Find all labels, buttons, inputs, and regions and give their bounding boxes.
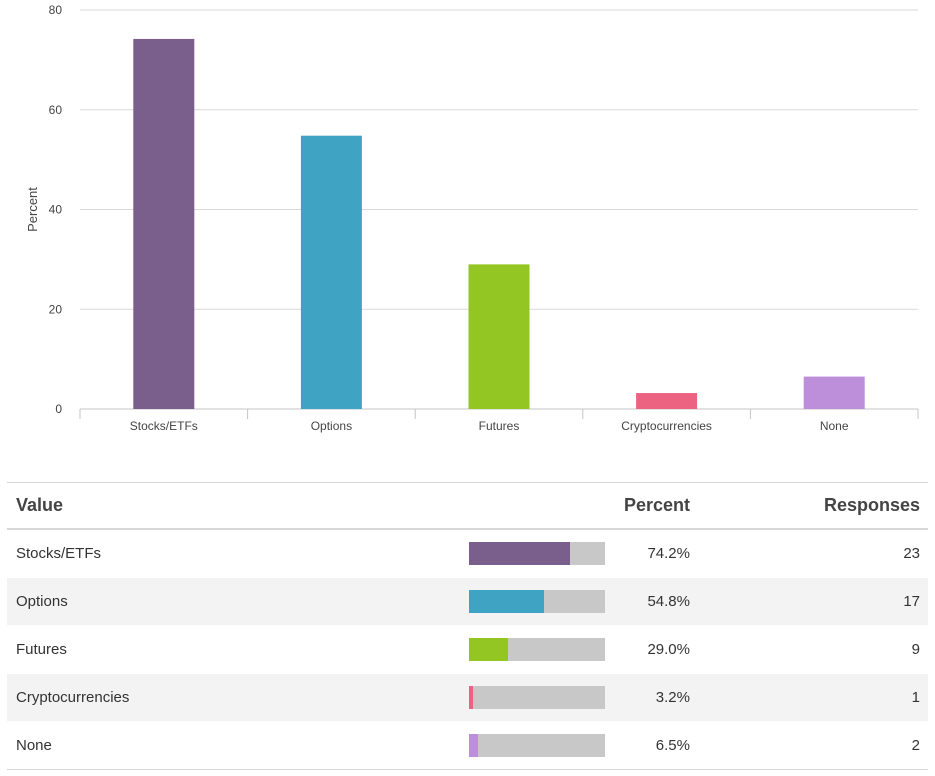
row-value: Options — [16, 593, 68, 610]
x-tick-label: Stocks/ETFs — [130, 419, 198, 433]
percent-bar-fill — [469, 638, 509, 661]
x-tick-label: Cryptocurrencies — [621, 419, 712, 433]
y-axis-title: Percent — [25, 187, 40, 232]
percent-bar-fill — [469, 590, 544, 613]
bar — [300, 135, 362, 409]
bar-chart: 0 20 40 60 80 Percent Stocks/ETFs Options Future… — [25, 3, 919, 433]
row-responses: 17 — [903, 593, 920, 610]
percent-bar-fill — [469, 734, 478, 757]
y-tick-label: 40 — [49, 203, 63, 217]
row-percent: 3.2% — [655, 689, 690, 706]
percent-bar — [469, 590, 605, 613]
percent-bar — [469, 686, 605, 709]
y-tick-label: 60 — [49, 103, 63, 117]
header-responses: Responses — [823, 495, 920, 515]
table-row: Stocks/ETFs 74.2% 23 — [7, 530, 928, 578]
y-tick-label: 80 — [49, 3, 63, 17]
table-header: Value Percent Responses — [7, 483, 928, 530]
bar — [636, 393, 698, 409]
header-percent: Percent — [623, 495, 690, 515]
row-responses: 2 — [911, 737, 920, 754]
table-row: None 6.5% 2 — [7, 722, 928, 770]
row-percent: 74.2% — [647, 545, 690, 562]
row-percent: 29.0% — [647, 641, 690, 658]
table-row: Cryptocurrencies 3.2% 1 — [7, 674, 928, 722]
table-row: Options 54.8% 17 — [7, 578, 928, 626]
percent-bar-fill — [469, 686, 474, 709]
row-value: Futures — [16, 641, 67, 658]
bar — [468, 264, 530, 409]
bar — [803, 376, 865, 409]
row-value: None — [16, 737, 52, 754]
row-responses: 9 — [911, 641, 920, 658]
row-percent: 54.8% — [647, 593, 690, 610]
row-percent: 6.5% — [655, 737, 690, 754]
percent-bar — [469, 734, 605, 757]
x-tick-label: Futures — [479, 419, 520, 433]
table-body: Stocks/ETFs 74.2% 23 Options 54.8% 17 Fu… — [7, 530, 928, 770]
percent-bar-fill — [469, 542, 570, 565]
x-tick-label: None — [820, 419, 849, 433]
row-responses: 1 — [911, 689, 920, 706]
header-value: Value — [16, 495, 64, 515]
x-tick-label: Options — [311, 419, 352, 433]
row-responses: 23 — [903, 545, 920, 562]
percent-bar — [469, 638, 605, 661]
results-table: Value Percent Responses Stocks/ETFs 74.2… — [7, 482, 928, 770]
y-tick-label: 20 — [49, 302, 63, 316]
row-value: Cryptocurrencies — [16, 689, 130, 706]
table-row: Futures 29.0% 9 — [7, 626, 928, 674]
row-value: Stocks/ETFs — [16, 545, 102, 562]
y-tick-label: 0 — [55, 402, 62, 416]
bar — [133, 38, 195, 410]
percent-bar — [469, 542, 605, 565]
